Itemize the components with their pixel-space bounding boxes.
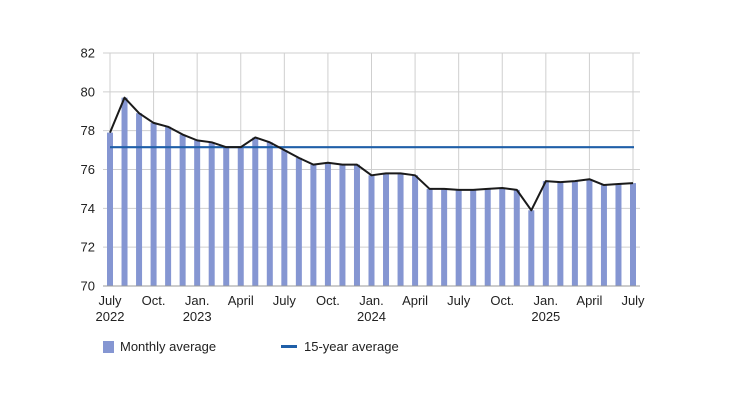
bar-2024-03 (397, 173, 404, 286)
x-tick-label-27: Oct. (490, 293, 514, 308)
bar-2025-03 (571, 181, 578, 286)
x-tick-label-18: Jan. (359, 293, 384, 308)
bar-2023-11 (339, 164, 346, 286)
x-tick-label-9: April (228, 293, 254, 308)
bar-2025-02 (557, 182, 564, 286)
bar-2024-09 (484, 188, 491, 286)
y-tick-label-72: 72 (81, 240, 95, 255)
legend-swatch-15-year (281, 345, 297, 348)
bar-2023-09 (310, 164, 317, 286)
x-tick-label-36: July (621, 293, 645, 308)
x-tick-label-12: July (273, 293, 297, 308)
bar-2022-09 (136, 113, 143, 286)
trend-line-group (109, 96, 634, 212)
bar-2023-04 (237, 147, 244, 286)
bar-2024-05 (426, 188, 433, 286)
x-tick-label-30: Jan. (534, 293, 559, 308)
bar-2024-11 (513, 189, 520, 286)
x-tick-label-6: Jan. (185, 293, 210, 308)
bar-2023-08 (295, 157, 302, 286)
monthly-average-line (109, 96, 634, 212)
bar-2022-08 (121, 97, 128, 287)
y-tick-label-74: 74 (81, 201, 95, 216)
y-tick-label-70: 70 (81, 279, 95, 294)
bar-2025-01 (542, 181, 549, 286)
legend-label-monthly: Monthly average (120, 339, 217, 354)
bar-2022-07 (107, 132, 113, 286)
bar-2022-12 (179, 134, 186, 286)
x-tick-year-6: 2023 (183, 309, 212, 324)
bar-2023-05 (252, 137, 259, 286)
bar-2025-05 (600, 185, 607, 286)
bar-2023-12 (353, 164, 360, 286)
bar-2024-01 (368, 175, 375, 286)
bar-2025-04 (586, 179, 593, 286)
bar-2024-02 (383, 173, 390, 286)
bar-2025-07 (630, 183, 636, 286)
legend-label-15-year: 15-year average (304, 339, 399, 354)
x-tick-label-15: Oct. (316, 293, 340, 308)
y-tick-label-76: 76 (81, 162, 95, 177)
legend-item-15-year: 15-year average (281, 339, 399, 354)
x-tick-label-0: July (98, 293, 122, 308)
y-tick-label-78: 78 (81, 123, 95, 138)
bar-2023-07 (281, 150, 288, 286)
x-tick-year-30: 2025 (531, 309, 560, 324)
legend-swatch-monthly (103, 340, 114, 353)
bar-2024-06 (441, 188, 448, 286)
x-tick-label-3: Oct. (142, 293, 166, 308)
bar-2024-12 (528, 210, 535, 286)
legend-item-monthly: Monthly average (103, 339, 216, 354)
bar-2022-11 (165, 126, 172, 287)
legend: Monthly average 15-year average (0, 339, 730, 359)
bar-2022-10 (150, 122, 157, 287)
bar-2023-03 (223, 147, 230, 286)
bar-2023-02 (208, 142, 215, 286)
x-tick-label-24: July (447, 293, 471, 308)
x-tick-label-33: April (576, 293, 602, 308)
x-tick-year-18: 2024 (357, 309, 386, 324)
bar-2024-10 (499, 187, 506, 286)
y-tick-label-82: 82 (81, 46, 95, 61)
bar-2023-06 (266, 142, 273, 286)
bar-2025-06 (615, 184, 622, 286)
bar-2024-07 (455, 189, 462, 286)
bar-2024-04 (412, 175, 419, 286)
y-tick-label-80: 80 (81, 84, 95, 99)
bar-2023-10 (324, 162, 331, 286)
x-tick-label-21: April (402, 293, 428, 308)
bars (107, 97, 636, 287)
x-tick-year-0: 2022 (96, 309, 125, 324)
bar-2024-08 (470, 189, 477, 286)
bar-2023-01 (194, 140, 201, 286)
